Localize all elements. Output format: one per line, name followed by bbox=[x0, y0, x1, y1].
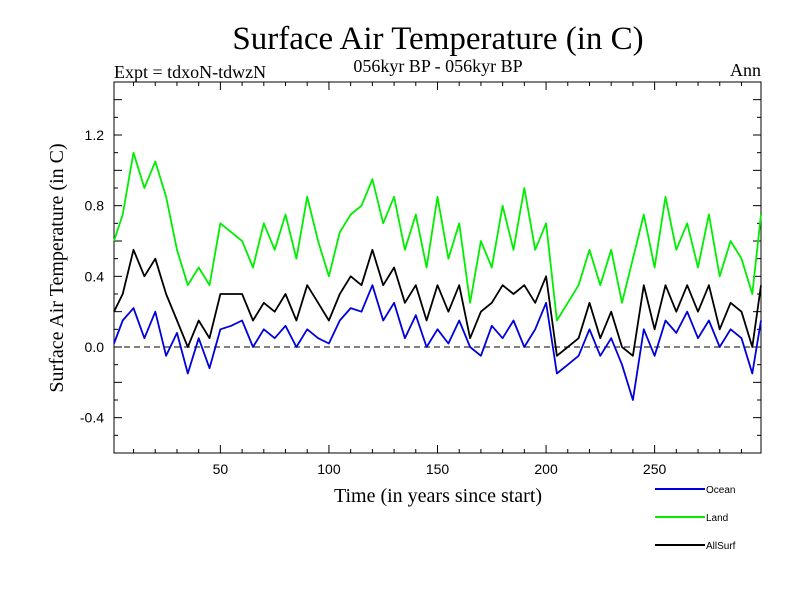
experiment-label: Expt = tdxoN-tdwzN bbox=[114, 62, 266, 82]
y-tick-label: 0.4 bbox=[85, 268, 105, 284]
plot-area bbox=[113, 81, 762, 454]
y-tick-label: 0.0 bbox=[85, 339, 105, 355]
plot-frame bbox=[113, 81, 762, 454]
legend-label: AllSurf bbox=[706, 541, 736, 552]
x-axis: 50 100 150 200 250 bbox=[133, 82, 742, 477]
season-label: Ann bbox=[730, 60, 761, 80]
series-line-land bbox=[113, 151, 762, 322]
series-line-ocean bbox=[113, 284, 762, 401]
legend: Ocean Land AllSurf bbox=[655, 485, 736, 552]
series-line-allsurf bbox=[113, 248, 762, 357]
x-axis-label: Time (in years since start) bbox=[334, 485, 542, 507]
x-tick-label: 200 bbox=[534, 461, 558, 477]
period-label: 056kyr BP - 056kyr BP bbox=[353, 56, 522, 76]
y-tick-label: 1.2 bbox=[85, 127, 105, 143]
y-axis: -0.4 0.0 0.4 0.8 1.2 bbox=[80, 81, 761, 454]
y-tick-label: -0.4 bbox=[80, 410, 104, 426]
y-tick-label: 0.8 bbox=[85, 198, 105, 214]
x-tick-label: 50 bbox=[213, 461, 229, 477]
legend-label: Land bbox=[706, 513, 728, 524]
x-tick-label: 150 bbox=[426, 461, 450, 477]
series-lines bbox=[113, 151, 762, 401]
chart-title: Surface Air Temperature (in C) bbox=[232, 21, 643, 57]
y-axis-label: Surface Air Temperature (in C) bbox=[46, 143, 68, 392]
x-tick-label: 100 bbox=[317, 461, 341, 477]
x-tick-label: 250 bbox=[643, 461, 667, 477]
legend-label: Ocean bbox=[706, 485, 735, 496]
